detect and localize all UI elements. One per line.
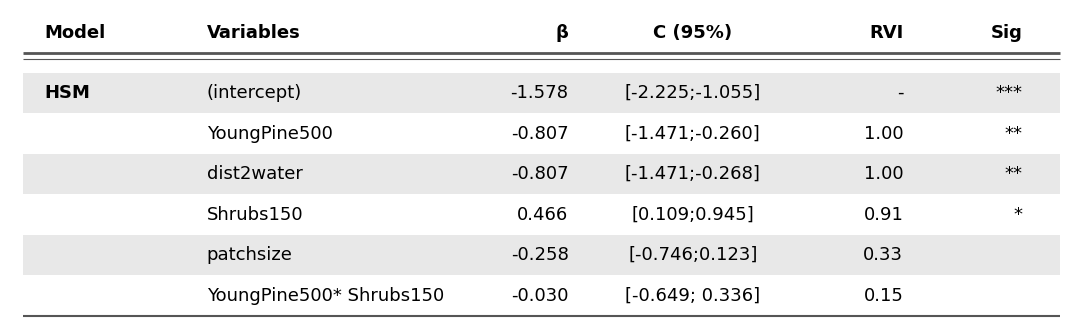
Bar <box>23 235 1060 275</box>
Bar <box>23 73 1060 113</box>
Text: 1.00: 1.00 <box>864 165 903 183</box>
Text: 0.466: 0.466 <box>518 206 569 224</box>
Text: Sig: Sig <box>990 24 1022 42</box>
Text: [-2.225;-1.055]: [-2.225;-1.055] <box>625 84 761 102</box>
Text: RVI: RVI <box>870 24 903 42</box>
Text: [-1.471;-0.260]: [-1.471;-0.260] <box>625 125 760 143</box>
Text: -0.258: -0.258 <box>510 246 569 264</box>
Text: (intercept): (intercept) <box>207 84 302 102</box>
Text: *: * <box>1014 206 1022 224</box>
Text: 1.00: 1.00 <box>864 125 903 143</box>
Text: C (95%): C (95%) <box>653 24 732 42</box>
Text: **: ** <box>1004 165 1022 183</box>
Text: -: - <box>897 84 903 102</box>
Text: -0.807: -0.807 <box>511 165 569 183</box>
Text: dist2water: dist2water <box>207 165 302 183</box>
Text: **: ** <box>1004 125 1022 143</box>
Text: YoungPine500: YoungPine500 <box>207 125 332 143</box>
Text: -1.578: -1.578 <box>510 84 569 102</box>
Text: β: β <box>556 24 569 42</box>
Text: 0.91: 0.91 <box>863 206 903 224</box>
Text: Variables: Variables <box>207 24 300 42</box>
Text: Shrubs150: Shrubs150 <box>207 206 303 224</box>
Text: 0.33: 0.33 <box>863 246 903 264</box>
Text: [0.109;0.945]: [0.109;0.945] <box>631 206 754 224</box>
Text: -0.030: -0.030 <box>511 287 569 305</box>
Text: Model: Model <box>44 24 106 42</box>
Text: [-1.471;-0.268]: [-1.471;-0.268] <box>625 165 760 183</box>
Text: ***: *** <box>995 84 1022 102</box>
Bar <box>23 154 1060 194</box>
Text: YoungPine500* Shrubs150: YoungPine500* Shrubs150 <box>207 287 444 305</box>
Text: 0.15: 0.15 <box>863 287 903 305</box>
Text: patchsize: patchsize <box>207 246 292 264</box>
Text: HSM: HSM <box>44 84 91 102</box>
Text: [-0.649; 0.336]: [-0.649; 0.336] <box>625 287 760 305</box>
Text: [-0.746;0.123]: [-0.746;0.123] <box>628 246 757 264</box>
Text: -0.807: -0.807 <box>511 125 569 143</box>
